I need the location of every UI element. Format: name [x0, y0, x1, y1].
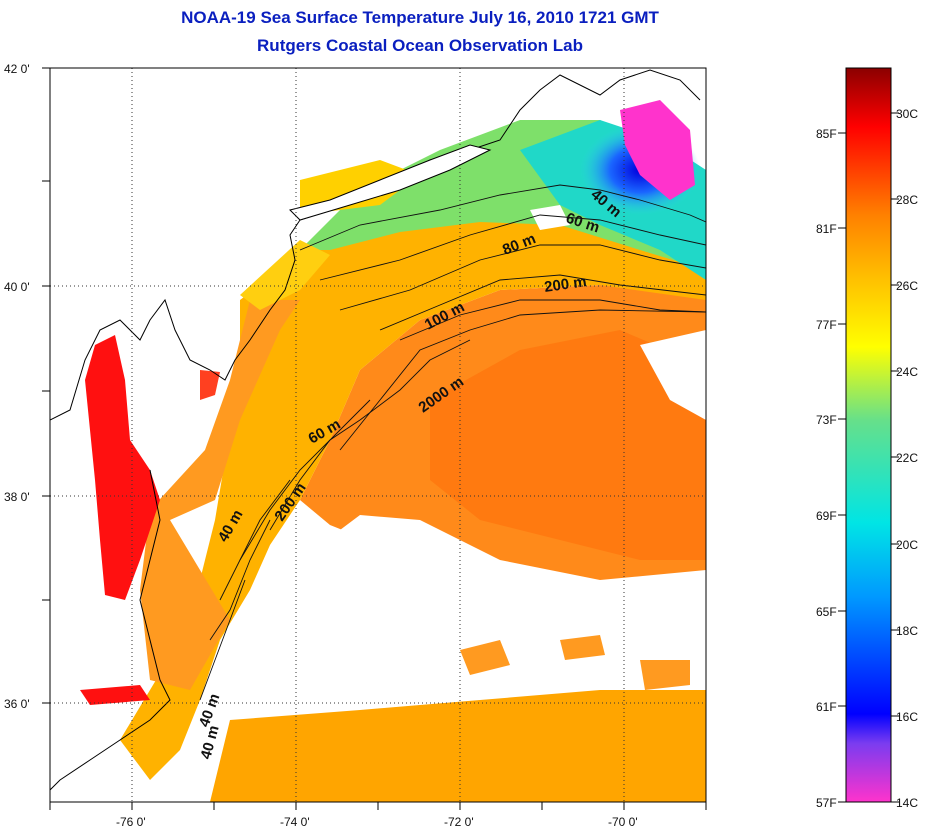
nearshore-yellow — [240, 240, 330, 310]
cbar-f-69: 69F — [816, 509, 837, 523]
cbar-c-22: 22C — [896, 451, 918, 465]
chesapeake-bay — [85, 335, 160, 600]
cloud-gap — [300, 515, 706, 710]
cbar-c-24: 24C — [896, 365, 918, 379]
cbar-f-77: 77F — [816, 318, 837, 332]
cbar-c-14: 14C — [896, 796, 918, 810]
cbar-c-28: 28C — [896, 193, 918, 207]
cbar-c-26: 26C — [896, 279, 918, 293]
cloud-gap-north — [530, 205, 570, 230]
lat-label-36: 36 0' — [4, 697, 30, 711]
south-orange-patches — [460, 635, 690, 690]
cbar-f-61: 61F — [816, 700, 837, 714]
cloud-gap-east — [640, 330, 706, 420]
cbar-c-30: 30C — [896, 107, 918, 121]
magenta-patch — [620, 100, 695, 200]
colorbar: 85F 81F 77F 73F 69F 65F 61F 57F 30C 28C … — [816, 67, 918, 810]
axis-ticks — [42, 67, 707, 810]
lon-label-72: -72 0' — [444, 815, 474, 829]
graticule — [50, 68, 706, 802]
contour-label-200m: 200 m — [543, 273, 587, 296]
bathymetry-contours — [199, 184, 706, 701]
cbar-c-18: 18C — [896, 624, 918, 638]
lon-label-70: -70 0' — [608, 815, 638, 829]
cbar-c-20: 20C — [896, 538, 918, 552]
lon-label-76: -76 0' — [116, 815, 146, 829]
cbar-f-65: 65F — [816, 605, 837, 619]
warm-core-water — [430, 330, 706, 560]
cbar-f-57: 57F — [816, 796, 837, 810]
lat-label-38: 38 0' — [4, 490, 30, 504]
long-island — [289, 144, 492, 221]
lon-label-74: -74 0' — [280, 815, 310, 829]
cbar-c-16: 16C — [896, 710, 918, 724]
cbar-f-81: 81F — [816, 222, 837, 236]
coastal-water — [140, 300, 300, 690]
coastline — [50, 69, 701, 421]
coastline-south — [50, 469, 171, 791]
delaware-bay — [200, 370, 220, 400]
map-subtitle: Rutgers Coastal Ocean Observation Lab — [257, 36, 583, 55]
lat-label-42: 42 0' — [4, 62, 30, 76]
cbar-f-73: 73F — [816, 413, 837, 427]
sst-map: 40 m 60 m 80 m 200 m 100 m 2000 m 60 m 2… — [50, 68, 706, 802]
south-warm-band — [210, 690, 706, 802]
map-title: NOAA-19 Sea Surface Temperature July 16,… — [181, 8, 659, 27]
cbar-f-85: 85F — [816, 127, 837, 141]
lat-label-40: 40 0' — [4, 280, 30, 294]
